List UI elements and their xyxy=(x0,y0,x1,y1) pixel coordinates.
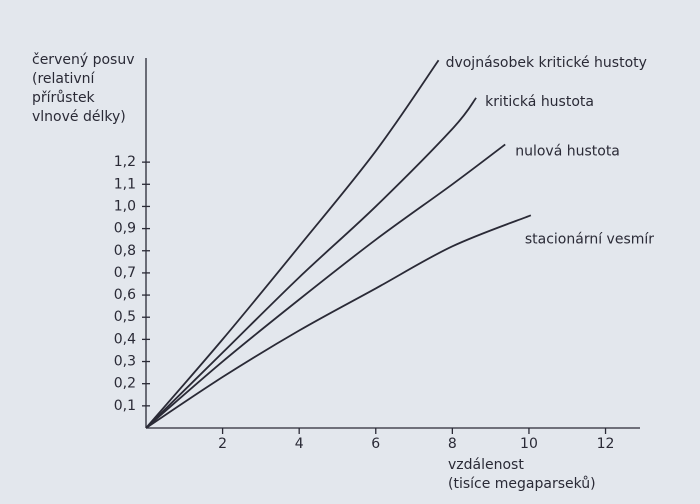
y-axis-label: (relativní xyxy=(32,71,96,87)
y-axis-label: vlnové délky) xyxy=(32,109,126,125)
y-tick-label: 0,9 xyxy=(114,221,136,237)
curve xyxy=(145,143,506,429)
x-axis-label: (tisíce megaparseků) xyxy=(448,476,596,492)
y-tick-label: 0,2 xyxy=(114,376,136,392)
y-axis-label: červený posuv xyxy=(32,52,134,68)
y-tick-label: 1,1 xyxy=(114,176,136,192)
y-tick-label: 0,3 xyxy=(114,354,136,370)
y-tick-label: 1,2 xyxy=(114,154,136,170)
x-tick-label: 4 xyxy=(295,436,304,452)
curve xyxy=(145,97,477,429)
x-tick-label: 8 xyxy=(448,436,457,452)
curve xyxy=(145,214,532,429)
y-tick-label: 1,0 xyxy=(114,198,136,214)
y-tick-label: 0,6 xyxy=(114,287,136,303)
series-label: stacionární vesmír xyxy=(525,231,654,247)
y-tick-label: 0,7 xyxy=(114,265,136,281)
y-tick-label: 0,8 xyxy=(114,243,136,259)
x-tick-label: 6 xyxy=(371,436,380,452)
y-tick-label: 0,4 xyxy=(114,331,136,347)
y-tick-label: 0,1 xyxy=(114,398,136,414)
series-label: kritická hustota xyxy=(485,94,594,110)
x-axis-label: vzdálenost xyxy=(448,457,524,473)
series-label: nulová hustota xyxy=(515,143,620,159)
curve xyxy=(145,59,440,429)
x-tick-label: 2 xyxy=(218,436,227,452)
x-tick-label: 10 xyxy=(520,436,538,452)
y-axis-label: přírůstek xyxy=(32,90,96,106)
series-label: dvojnásobek kritické hustoty xyxy=(446,55,647,71)
y-tick-label: 0,5 xyxy=(114,309,136,325)
x-tick-label: 12 xyxy=(597,436,615,452)
